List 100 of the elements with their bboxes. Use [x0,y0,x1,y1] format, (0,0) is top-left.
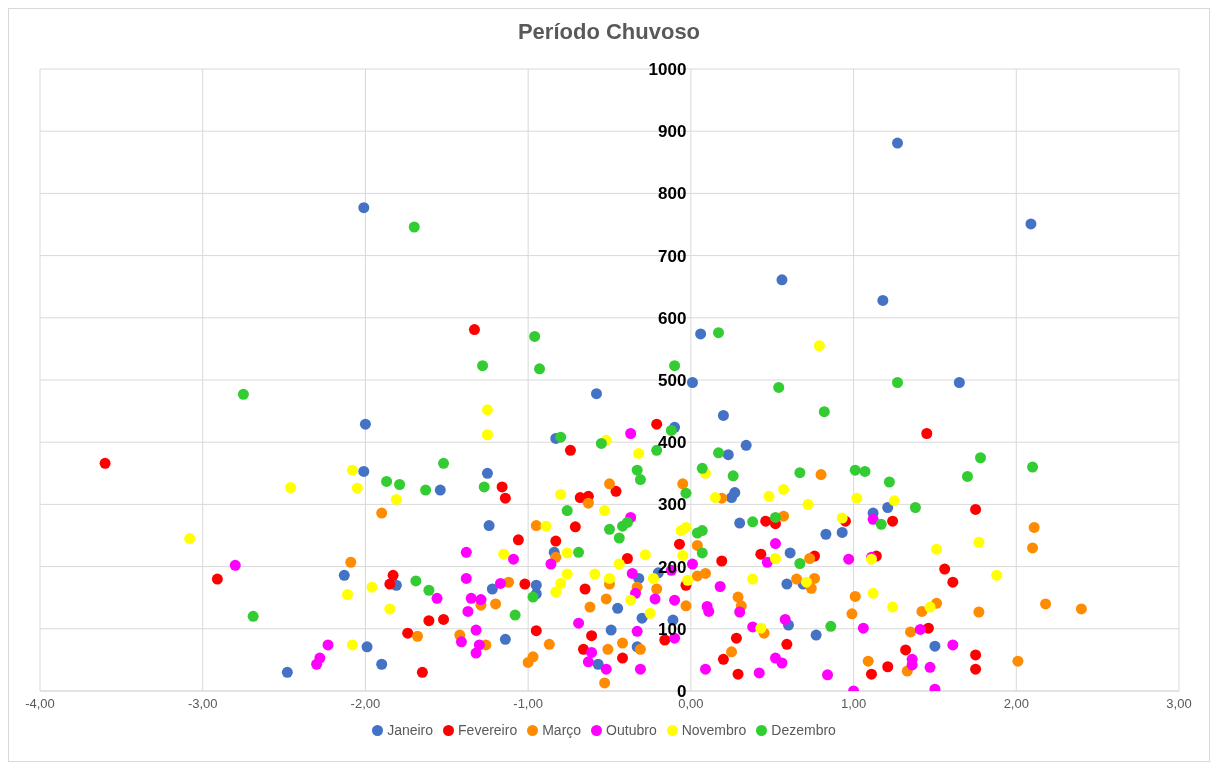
point [621,516,633,528]
point [700,567,711,579]
point [589,568,601,580]
point [761,556,773,568]
x-tick-label: -2,00 [350,696,381,712]
point [322,639,334,651]
point [604,523,615,535]
point [900,644,912,656]
point [478,481,490,493]
point [769,511,781,523]
point [416,666,428,678]
point [434,484,446,496]
point [734,606,746,618]
point [625,427,637,439]
point [633,447,645,459]
point [851,492,863,504]
y-tick-label: 600 [658,308,687,328]
point [865,668,877,680]
point [755,548,767,560]
point [970,649,982,661]
point [481,467,493,479]
point [617,637,629,649]
point [351,482,363,494]
point [659,634,671,646]
point [468,324,480,336]
point [384,578,396,590]
point [769,553,781,565]
point [802,498,814,510]
point [849,464,861,476]
point [680,487,692,499]
point [462,605,474,617]
x-tick-label: -1,00 [513,696,543,712]
point [498,548,510,560]
point [184,533,196,545]
point [1027,461,1039,473]
x-tick-label: 0,00 [678,696,704,712]
point [613,558,625,570]
point [420,484,432,496]
point [970,663,982,675]
point [346,464,358,476]
point [423,584,435,596]
point [550,586,562,598]
point [477,360,489,372]
point [991,569,1003,581]
point [621,553,633,565]
point [892,376,903,388]
point [867,513,879,525]
point [499,633,511,645]
point [579,583,591,595]
point [651,583,663,595]
point [820,528,832,540]
legend-label: Dezembro [771,722,836,738]
point [883,476,895,488]
x-tick-label: -3,00 [187,696,218,712]
point [665,424,677,436]
legend-label: Fevereiro [458,722,518,738]
point [402,627,414,639]
point [605,624,617,636]
point [781,578,793,590]
point [600,663,612,675]
point [590,388,602,400]
point [776,657,788,669]
point [695,328,707,340]
point [561,568,573,580]
point [924,661,936,673]
point [714,581,726,592]
point [534,363,546,375]
point [229,559,241,571]
point [1027,542,1039,554]
point [727,470,739,482]
point [726,646,738,658]
point [882,502,894,514]
point [481,429,493,441]
point [700,663,711,675]
point [1025,218,1037,230]
point [892,137,903,149]
point [1012,655,1024,667]
point [617,652,629,664]
point [776,274,788,286]
point [490,598,502,610]
y-tick-label: 200 [658,557,687,577]
point [376,507,388,519]
point [519,578,531,590]
point [734,517,746,529]
point [822,669,834,681]
point [713,447,725,459]
point [862,655,874,667]
x-tick-label: -4,00 [25,696,55,712]
y-tick-label: 500 [658,371,687,390]
point [595,437,607,449]
point [804,553,816,565]
point [887,515,899,527]
point [358,465,370,477]
point [285,482,297,494]
point [604,478,615,490]
point [857,622,869,634]
point [791,573,803,585]
point [843,553,855,565]
point [716,555,728,567]
y-tick-label: 300 [658,495,687,515]
